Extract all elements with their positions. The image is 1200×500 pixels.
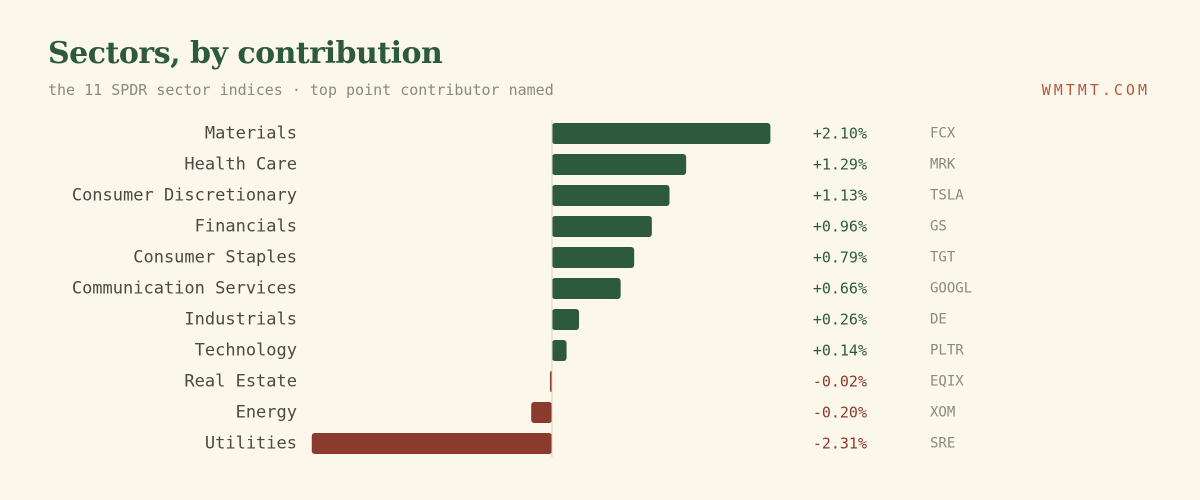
bar [552, 309, 580, 330]
value-label: +0.96% [813, 218, 867, 236]
chart-title: Sectors, by contribution [48, 36, 443, 71]
value-label: +1.29% [813, 156, 867, 174]
ticker-label: XOM [930, 405, 955, 421]
category-label: Consumer Discretionary [72, 186, 297, 206]
category-label: Industrials [184, 310, 297, 330]
value-label: +0.66% [813, 280, 867, 298]
ticker-label: PLTR [930, 343, 964, 359]
ticker-label: GS [930, 219, 947, 235]
category-label: Financials [195, 217, 297, 237]
ticker-label: TSLA [930, 188, 964, 204]
brand-link[interactable]: WMTMT.COM [1041, 81, 1150, 99]
value-label: -2.31% [813, 435, 867, 453]
value-label: -0.20% [813, 404, 867, 422]
bar [552, 154, 687, 175]
bar [549, 371, 552, 392]
ticker-label: EQIX [930, 374, 964, 390]
category-label: Health Care [184, 155, 297, 175]
category-label: Energy [236, 403, 297, 423]
bar [552, 216, 652, 237]
ticker-label: TGT [930, 250, 956, 266]
category-label: Materials [205, 124, 297, 144]
bar [552, 185, 670, 206]
category-label: Technology [195, 341, 297, 361]
ticker-label: MRK [930, 157, 956, 173]
category-label: Communication Services [72, 279, 297, 299]
chart-subtitle: the 11 SPDR sector indices · top point c… [48, 81, 554, 99]
category-label: Utilities [205, 434, 297, 454]
ticker-label: FCX [930, 126, 956, 142]
value-label: -0.02% [813, 373, 867, 391]
bar [552, 123, 771, 144]
bar [552, 340, 567, 361]
ticker-label: DE [930, 312, 947, 328]
value-label: +2.10% [813, 125, 867, 143]
value-label: +1.13% [813, 187, 867, 205]
bar [552, 278, 621, 299]
category-label: Real Estate [184, 372, 297, 392]
ticker-label: SRE [930, 436, 955, 452]
value-label: +0.79% [813, 249, 867, 267]
value-label: +0.26% [813, 311, 867, 329]
category-label: Consumer Staples [133, 248, 297, 268]
bar [552, 247, 635, 268]
value-label: +0.14% [813, 342, 867, 360]
ticker-label: GOOGL [930, 281, 972, 297]
bar [311, 433, 552, 454]
bar [531, 402, 552, 423]
